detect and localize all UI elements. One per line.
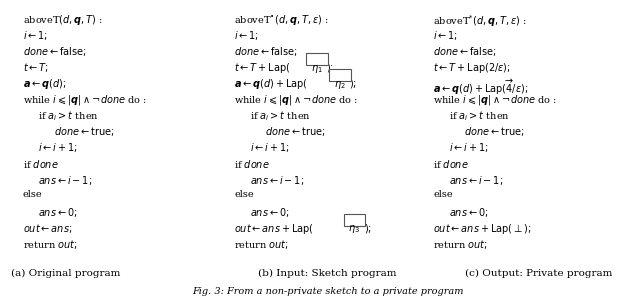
Text: aboveT$^{\bullet}(d, \boldsymbol{q}, T, \epsilon)$ :: aboveT$^{\bullet}(d, \boldsymbol{q}, T, … [234,13,329,27]
Text: $\mathit{done} \leftarrow \mathrm{false};$: $\mathit{done} \leftarrow \mathrm{false}… [234,45,298,58]
Text: $i \leftarrow 1;$: $i \leftarrow 1;$ [433,29,458,42]
Text: (a) Original program: (a) Original program [12,269,121,277]
Text: $\boldsymbol{a} \leftarrow \boldsymbol{q}(d) + \overrightarrow{\mathsf{Lap}(4/\e: $\boldsymbol{a} \leftarrow \boldsymbol{q… [433,77,529,97]
Text: $\mathit{out} \leftarrow \mathit{ans} + \mathsf{Lap}($: $\mathit{out} \leftarrow \mathit{ans} + … [234,222,314,236]
Text: return $\mathit{out};$: return $\mathit{out};$ [234,238,289,251]
Text: (b) Input: Sketch program: (b) Input: Sketch program [259,269,397,277]
Text: else: else [22,190,42,199]
Text: (c) Output: Private program: (c) Output: Private program [465,269,612,277]
Text: while $i \leqslant |\boldsymbol{q}| \wedge \neg\mathit{done}$ do :: while $i \leqslant |\boldsymbol{q}| \wed… [433,93,557,107]
Text: while $i \leqslant |\boldsymbol{q}| \wedge \neg\mathit{done}$ do :: while $i \leqslant |\boldsymbol{q}| \wed… [234,93,358,107]
Text: $\eta_3$: $\eta_3$ [348,223,360,235]
Text: $t \leftarrow T;$: $t \leftarrow T;$ [22,61,49,74]
Text: Fig. 3: From a non-private sketch to a private program: Fig. 3: From a non-private sketch to a p… [192,287,463,296]
Text: $);$: $);$ [326,61,334,74]
Text: $\eta_1$: $\eta_1$ [311,63,323,75]
Text: $i \leftarrow i+1;$: $i \leftarrow i+1;$ [449,141,488,155]
Text: $\mathit{done} \leftarrow \mathrm{false};$: $\mathit{done} \leftarrow \mathrm{false}… [433,45,497,58]
Text: else: else [234,190,254,199]
Text: aboveT$^{*}(d, \boldsymbol{q}, T, \epsilon)$ :: aboveT$^{*}(d, \boldsymbol{q}, T, \epsil… [433,13,527,29]
Text: return $\mathit{out};$: return $\mathit{out};$ [22,238,77,251]
Text: return $\mathit{out};$: return $\mathit{out};$ [433,238,488,251]
Text: else: else [433,190,453,199]
Text: $i \leftarrow i+1;$: $i \leftarrow i+1;$ [38,141,78,155]
Text: $\mathit{ans} \leftarrow 0;$: $\mathit{ans} \leftarrow 0;$ [38,206,77,219]
Text: $\mathit{ans} \leftarrow 0;$: $\mathit{ans} \leftarrow 0;$ [449,206,488,219]
Text: $\mathit{done} \leftarrow \mathrm{false};$: $\mathit{done} \leftarrow \mathrm{false}… [22,45,86,58]
Text: $i \leftarrow i+1;$: $i \leftarrow i+1;$ [250,141,289,155]
Text: $i \leftarrow 1;$: $i \leftarrow 1;$ [22,29,47,42]
Text: if $a_i > t$ then: if $a_i > t$ then [38,109,99,123]
FancyBboxPatch shape [330,69,351,81]
Text: $\mathit{out} \leftarrow \mathit{ans};$: $\mathit{out} \leftarrow \mathit{ans};$ [22,222,72,235]
Text: $\mathit{done} \leftarrow \mathrm{true};$: $\mathit{done} \leftarrow \mathrm{true};… [465,125,525,138]
Text: $\mathit{ans} \leftarrow i-1;$: $\mathit{ans} \leftarrow i-1;$ [38,173,92,187]
Text: $\eta_2$: $\eta_2$ [334,79,346,91]
FancyBboxPatch shape [344,213,365,226]
Text: $\mathit{done} \leftarrow \mathrm{true};$: $\mathit{done} \leftarrow \mathrm{true};… [54,125,114,138]
Text: $\mathit{ans} \leftarrow i-1;$: $\mathit{ans} \leftarrow i-1;$ [449,173,503,187]
Text: $t \leftarrow T + \mathsf{Lap}($: $t \leftarrow T + \mathsf{Lap}($ [234,61,291,75]
FancyBboxPatch shape [307,53,328,65]
Text: $\mathit{ans} \leftarrow 0;$: $\mathit{ans} \leftarrow 0;$ [250,206,289,219]
Text: $\mathit{ans} \leftarrow i-1;$: $\mathit{ans} \leftarrow i-1;$ [250,173,304,187]
Text: $\mathit{done} \leftarrow \mathrm{true};$: $\mathit{done} \leftarrow \mathrm{true};… [266,125,326,138]
Text: $);$: $);$ [364,222,372,235]
Text: $);$: $);$ [349,77,357,90]
Text: if $\mathit{done}$: if $\mathit{done}$ [234,158,270,170]
Text: $t \leftarrow T + \mathsf{Lap}(2/\epsilon);$: $t \leftarrow T + \mathsf{Lap}(2/\epsilo… [433,61,511,75]
Text: $\mathit{out} \leftarrow \mathit{ans} + \mathsf{Lap}(\bot);$: $\mathit{out} \leftarrow \mathit{ans} + … [433,222,532,236]
Text: if $a_i > t$ then: if $a_i > t$ then [250,109,310,123]
Text: $\boldsymbol{a} \leftarrow \boldsymbol{q}(d) + \mathsf{Lap}($: $\boldsymbol{a} \leftarrow \boldsymbol{q… [234,77,308,91]
Text: if $\mathit{done}$: if $\mathit{done}$ [22,158,58,170]
Text: if $a_i > t$ then: if $a_i > t$ then [449,109,509,123]
Text: $i \leftarrow 1;$: $i \leftarrow 1;$ [234,29,259,42]
Text: aboveT$(d, \boldsymbol{q}, T)$ :: aboveT$(d, \boldsymbol{q}, T)$ : [22,13,102,27]
Text: $\boldsymbol{a} \leftarrow \boldsymbol{q}(d);$: $\boldsymbol{a} \leftarrow \boldsymbol{q… [22,77,66,91]
Text: if $\mathit{done}$: if $\mathit{done}$ [433,158,469,170]
Text: while $i \leqslant |\boldsymbol{q}| \wedge \neg\mathit{done}$ do :: while $i \leqslant |\boldsymbol{q}| \wed… [22,93,147,107]
